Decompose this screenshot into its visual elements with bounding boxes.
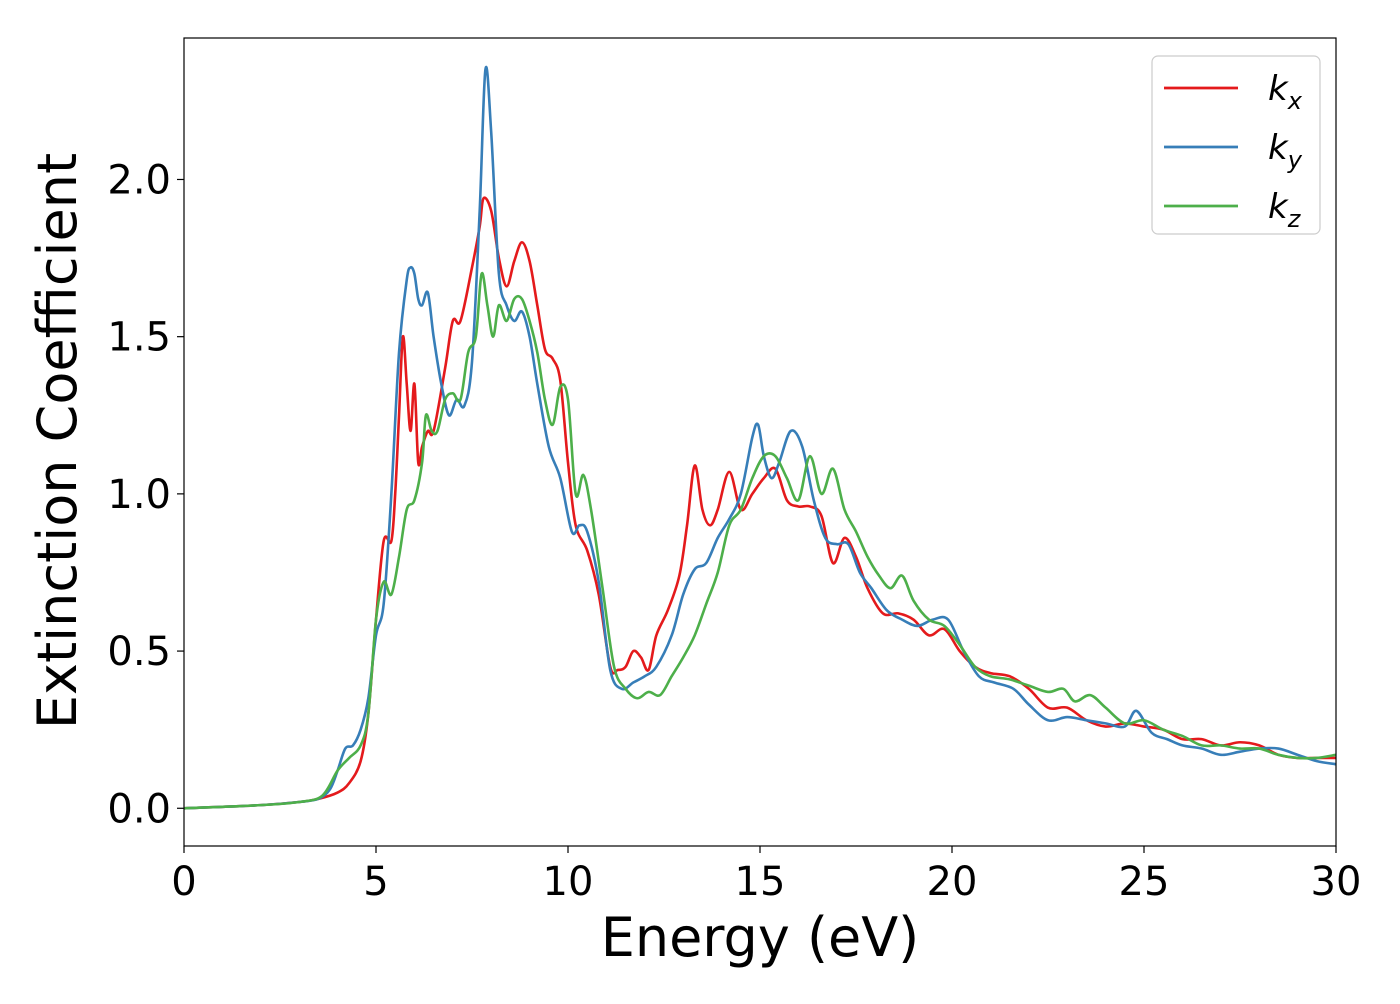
x-axis-ticks: 0 5 10 15 20 25 30 bbox=[171, 846, 1361, 905]
y-tick-label: 0.0 bbox=[107, 786, 171, 832]
legend-label-kz: kz bbox=[1268, 187, 1302, 233]
series-line-kx bbox=[184, 196, 1336, 810]
legend: kx ky kz bbox=[1151, 55, 1321, 235]
x-tick-label: 0 bbox=[171, 859, 196, 905]
y-tick-label: 1.0 bbox=[107, 472, 171, 518]
y-axis-ticks: 0.0 0.5 1.0 1.5 2.0 bbox=[107, 157, 184, 832]
y-tick-label: 0.5 bbox=[107, 629, 171, 675]
x-tick-label: 5 bbox=[363, 859, 388, 905]
series-line-ky bbox=[184, 65, 1336, 810]
legend-label-kx: kx bbox=[1268, 69, 1303, 115]
legend-box bbox=[1151, 55, 1321, 235]
y-tick-label: 1.5 bbox=[107, 315, 171, 361]
x-axis-label: Energy (eV) bbox=[601, 906, 920, 969]
x-tick-label: 20 bbox=[927, 859, 978, 905]
x-tick-label: 25 bbox=[1119, 859, 1170, 905]
series-line-kz bbox=[184, 271, 1336, 810]
x-tick-label: 30 bbox=[1311, 859, 1362, 905]
y-axis-label: Extinction Coefficient bbox=[26, 153, 89, 729]
x-tick-label: 15 bbox=[735, 859, 786, 905]
series-lines bbox=[184, 65, 1336, 810]
x-tick-label: 10 bbox=[543, 859, 594, 905]
y-tick-label: 2.0 bbox=[107, 157, 171, 203]
legend-label-ky: ky bbox=[1268, 128, 1303, 174]
